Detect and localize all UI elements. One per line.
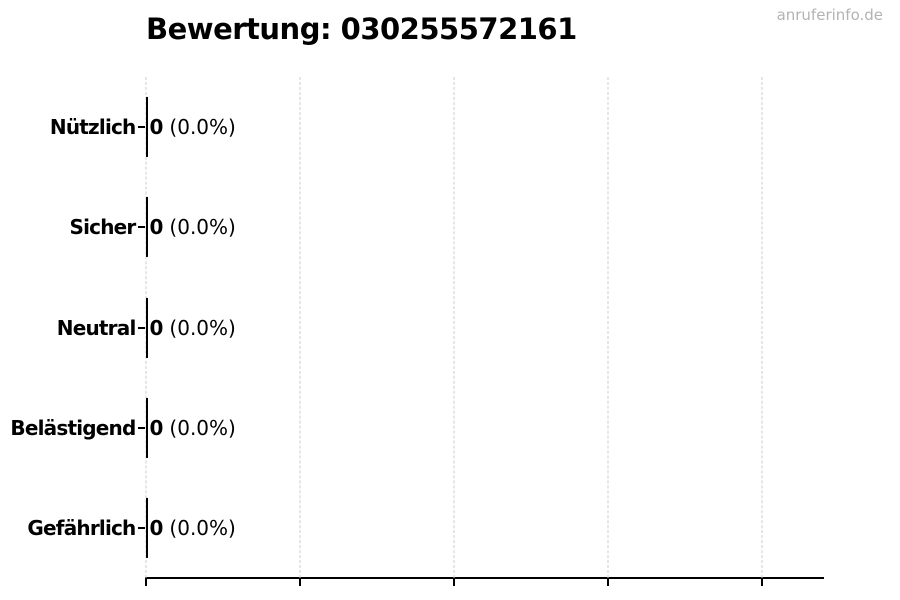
value-count: 0 (149, 415, 164, 440)
plot-area: Nützlich 0 (0.0%) Sicher 0 (0.0%) Neutral 0 (0.0… (10, 77, 824, 586)
value-label: 0 (0.0%) (150, 115, 236, 139)
x-tick (452, 579, 455, 586)
category-label: Sicher (69, 215, 137, 240)
value-label: 0 (0.0%) (150, 416, 236, 440)
category-label: Belästigend (10, 415, 136, 440)
value-percent: (0.0%) (169, 515, 236, 540)
bar (145, 297, 148, 358)
bar (145, 397, 148, 458)
y-tick (137, 526, 145, 529)
value-count: 0 (149, 215, 164, 240)
bar (145, 97, 148, 158)
y-tick (137, 226, 145, 229)
value-percent: (0.0%) (169, 415, 236, 440)
x-tick (298, 579, 301, 586)
value-count: 0 (149, 115, 164, 140)
x-axis (144, 577, 824, 579)
x-tick (760, 579, 763, 586)
page-title: Bewertung: 030255572161 (146, 12, 577, 46)
gridline (607, 77, 609, 578)
y-tick (137, 426, 145, 429)
gridline (761, 77, 763, 578)
bar (145, 497, 148, 558)
value-percent: (0.0%) (169, 215, 236, 240)
value-percent: (0.0%) (169, 115, 236, 140)
category-label: Gefährlich (27, 515, 136, 540)
value-label: 0 (0.0%) (150, 316, 236, 340)
y-tick (137, 326, 145, 329)
value-percent: (0.0%) (169, 315, 236, 340)
category-label: Neutral (56, 315, 137, 340)
watermark: anruferinfo.de (776, 6, 883, 24)
category-label: Nützlich (49, 115, 136, 140)
value-label: 0 (0.0%) (150, 215, 236, 239)
y-tick (137, 126, 145, 129)
value-count: 0 (149, 515, 164, 540)
x-tick (144, 579, 147, 586)
value-label: 0 (0.0%) (150, 516, 236, 540)
value-count: 0 (149, 315, 164, 340)
bar (145, 197, 148, 258)
gridline (299, 77, 301, 578)
x-tick (606, 579, 609, 586)
gridline (453, 77, 455, 578)
